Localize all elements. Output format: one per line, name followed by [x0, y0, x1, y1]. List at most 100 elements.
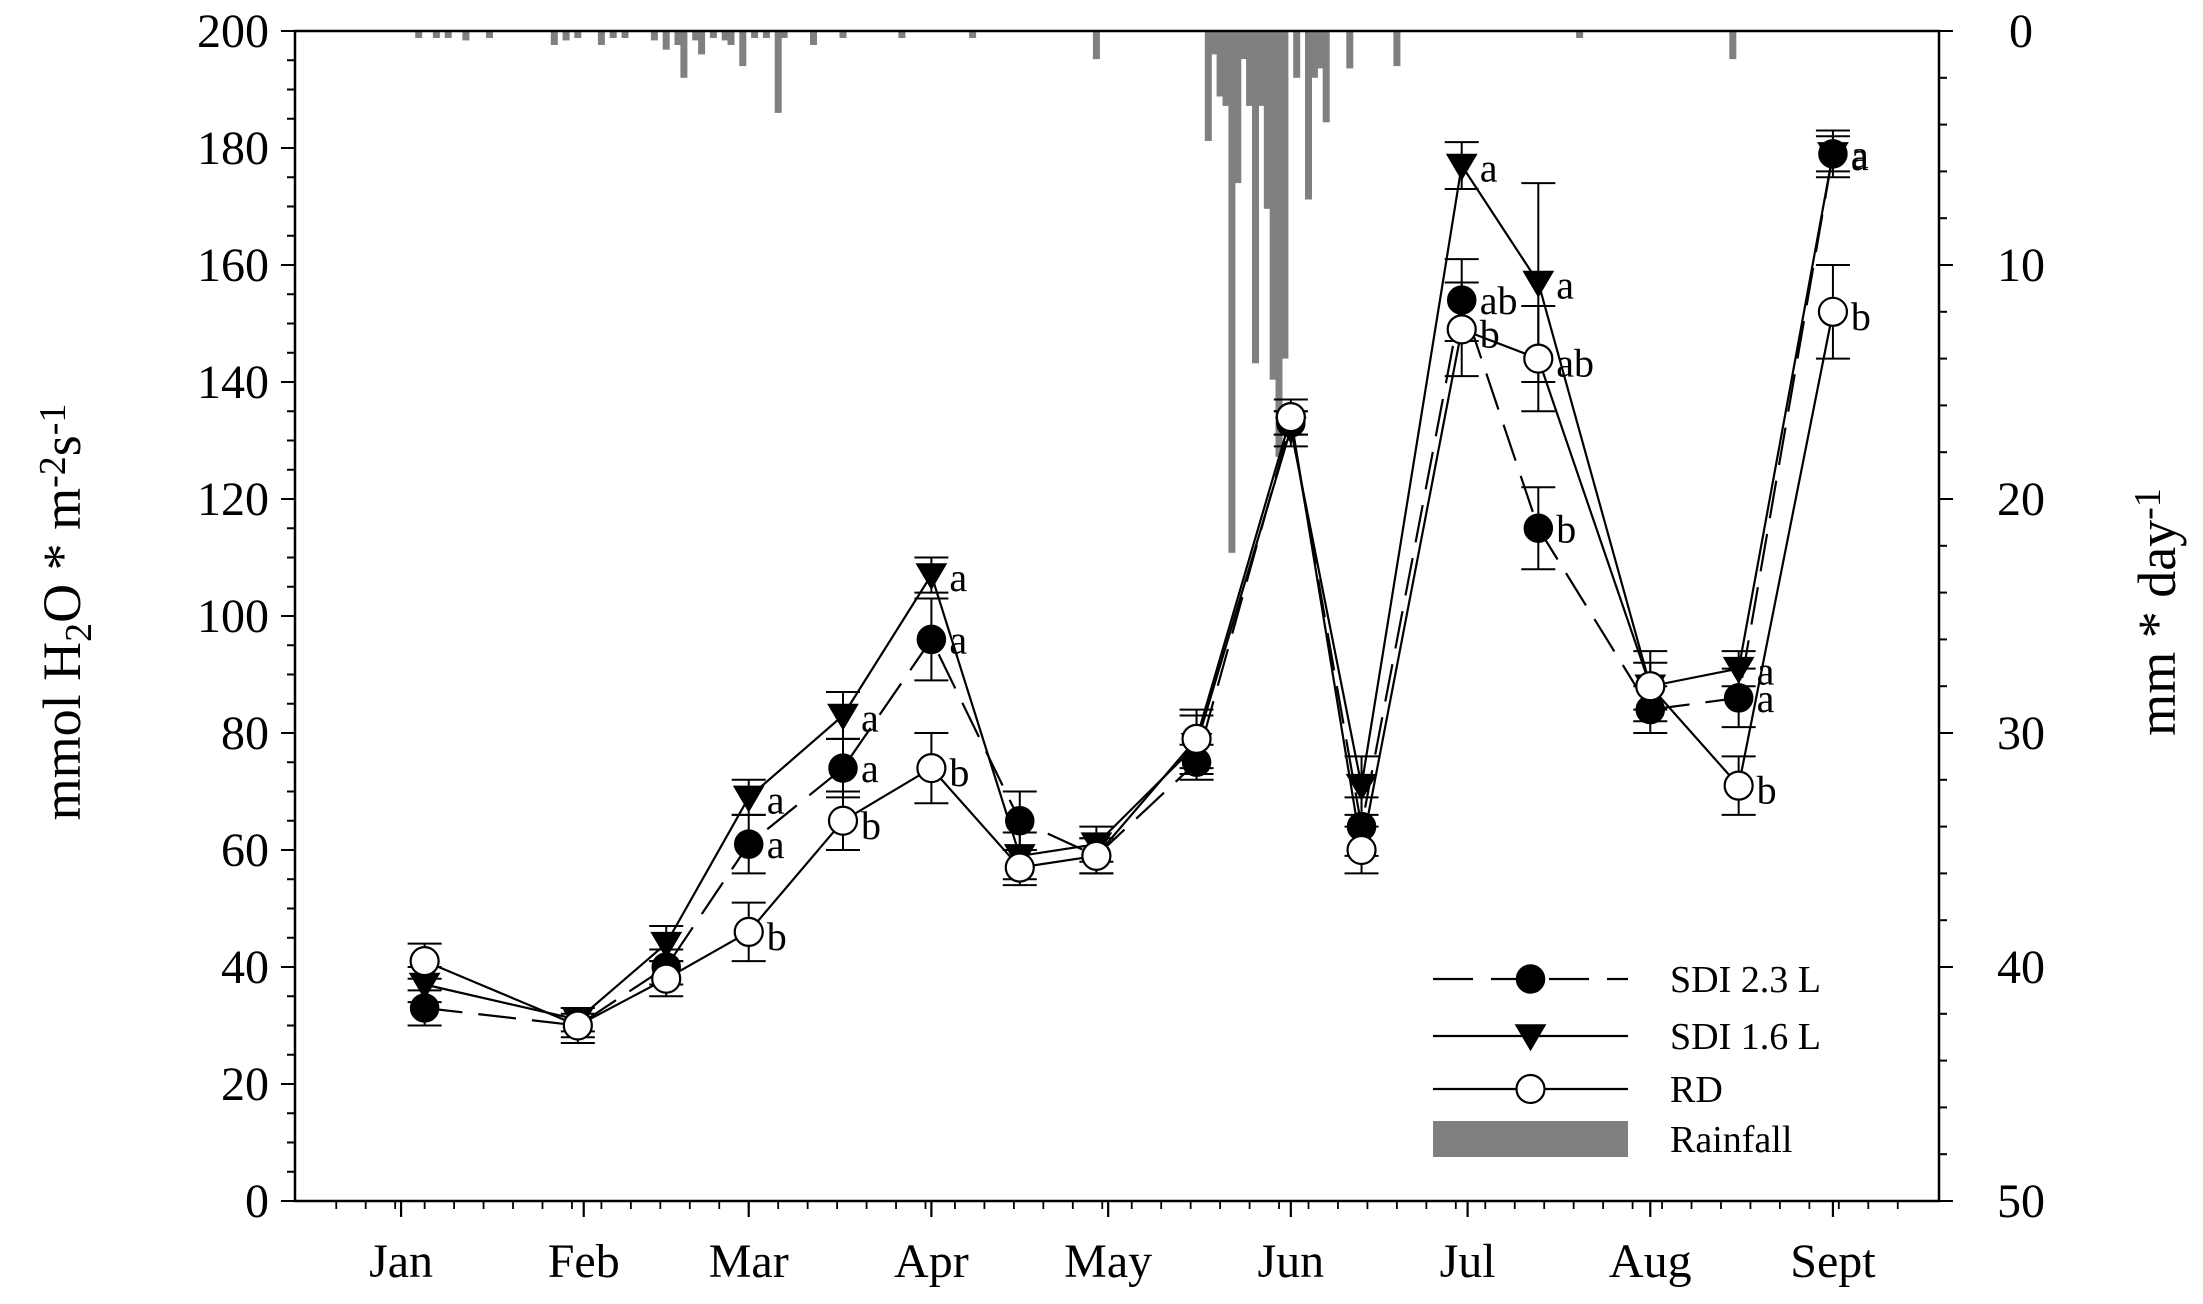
rainfall-bar	[1576, 31, 1584, 38]
axes: 0 20 40 60 80 100 120 140 160 180 200 0 10 20 30 40 50 Ja…	[32, 5, 2187, 1288]
legend-label: Rainfall	[1670, 1119, 1792, 1161]
significance-label: a	[1851, 134, 1869, 179]
significance-label: ab	[1480, 278, 1518, 323]
left-tick-label: 100	[197, 590, 269, 643]
data-point	[650, 931, 683, 959]
data-point	[827, 805, 859, 836]
rainfall-bar	[1293, 31, 1301, 78]
rainfall-bar	[1263, 31, 1271, 209]
rainfall-bar	[609, 31, 617, 38]
rainfall-bar	[774, 31, 782, 113]
legend-label: SDI 2.3 L	[1670, 959, 1821, 1001]
right-tick-label: 10	[1997, 239, 2045, 292]
data-point	[1445, 153, 1478, 181]
right-axis-title: mm * day-1	[2127, 488, 2187, 736]
rainfall-bar	[1305, 31, 1312, 200]
right-tick-label: 40	[1997, 941, 2045, 994]
data-point	[916, 624, 947, 655]
legend-item: Rainfall	[1433, 1119, 1792, 1161]
rainfall-bar	[762, 31, 770, 38]
data-point	[1817, 142, 1849, 170]
month-label: Jun	[1257, 1235, 1324, 1288]
data-point	[827, 703, 859, 731]
significance-label: b	[1480, 311, 1500, 356]
significance-label: b	[1757, 768, 1777, 813]
rainfall-bar	[898, 31, 906, 38]
rainfall-bars	[415, 31, 1737, 553]
data-point	[651, 963, 682, 994]
rainfall-bar	[1257, 31, 1265, 106]
month-label: Sept	[1790, 1235, 1876, 1288]
rainfall-bar	[1269, 31, 1277, 380]
data-point	[1723, 770, 1754, 801]
data-point	[1723, 683, 1754, 713]
significance-label: a	[767, 777, 785, 822]
rainfall-bar	[574, 31, 582, 38]
rainfall-bar	[1393, 31, 1401, 67]
significance-label: b	[1556, 506, 1576, 551]
rainfall-bar	[1228, 31, 1236, 553]
significance-label: a	[949, 555, 967, 600]
rainfall-bar	[650, 31, 658, 41]
data-point	[1345, 773, 1378, 801]
rainfall-bar	[1281, 31, 1289, 359]
rainfall-bar	[597, 31, 605, 45]
data-point	[733, 829, 764, 859]
series-line	[424, 153, 1834, 1027]
legend-marker	[1515, 1073, 1546, 1105]
rainfall-bar	[1210, 31, 1218, 55]
rainfall-bar	[692, 31, 700, 41]
month-label: Jan	[369, 1235, 433, 1288]
left-tick-label: 40	[221, 941, 269, 994]
left-tick-label: 200	[197, 5, 269, 58]
rainfall-bar	[1246, 31, 1254, 106]
legend: SDI 2.3 L SDI 1.6 L RD Rainfall	[1433, 959, 1821, 1161]
legend-item: SDI 1.6 L	[1433, 1016, 1821, 1058]
significance-label: a	[1757, 649, 1775, 694]
data-point	[1722, 656, 1755, 684]
data-point	[1275, 402, 1306, 433]
significance-label: b	[1851, 294, 1871, 339]
rainfall-bar	[1092, 31, 1100, 60]
rainfall-bar	[415, 31, 423, 38]
rainfall-bar	[432, 31, 440, 38]
data-point	[733, 916, 764, 948]
rainfall-bar	[680, 31, 688, 78]
legend-item: RD	[1433, 1069, 1723, 1111]
data-point	[562, 1010, 593, 1041]
data-point	[1004, 852, 1035, 883]
rainfall-bar	[562, 31, 570, 41]
rainfall-bar	[1322, 31, 1330, 123]
legend-marker	[1515, 964, 1546, 994]
month-label: Mar	[709, 1235, 789, 1288]
legend-label: SDI 1.6 L	[1670, 1016, 1821, 1058]
series-line	[424, 153, 1834, 1021]
legend-label: RD	[1670, 1069, 1723, 1111]
right-tick-label: 0	[2009, 5, 2033, 58]
left-tick-label: 140	[197, 356, 269, 409]
rainfall-bar	[1234, 31, 1242, 184]
left-axis-title: mmol H2O * m-2s-1	[32, 404, 100, 821]
left-tick-label: 80	[221, 707, 269, 760]
right-tick-label: 30	[1997, 707, 2045, 760]
series-line	[424, 311, 1834, 1027]
significance-label: ab	[1556, 341, 1594, 386]
significance-label: a	[1480, 146, 1498, 191]
legend-item: SDI 2.3 L	[1433, 959, 1821, 1001]
rainfall-bar	[721, 31, 729, 41]
data-point	[1817, 296, 1849, 327]
rainfall-bar	[1240, 31, 1248, 60]
significance-label: a	[1851, 132, 1869, 177]
significance-label: a	[767, 822, 785, 867]
rainfall-bar	[1252, 31, 1259, 364]
rainfall-bar	[751, 31, 759, 38]
rainfall-bar	[444, 31, 452, 38]
rainfall-bar	[1310, 31, 1318, 78]
significance-label: b	[861, 803, 881, 848]
rainfall-bar	[1729, 31, 1737, 60]
right-tick-label: 20	[1997, 473, 2045, 526]
significance-label: a	[1757, 676, 1775, 721]
rainfall-bar	[1275, 31, 1283, 457]
